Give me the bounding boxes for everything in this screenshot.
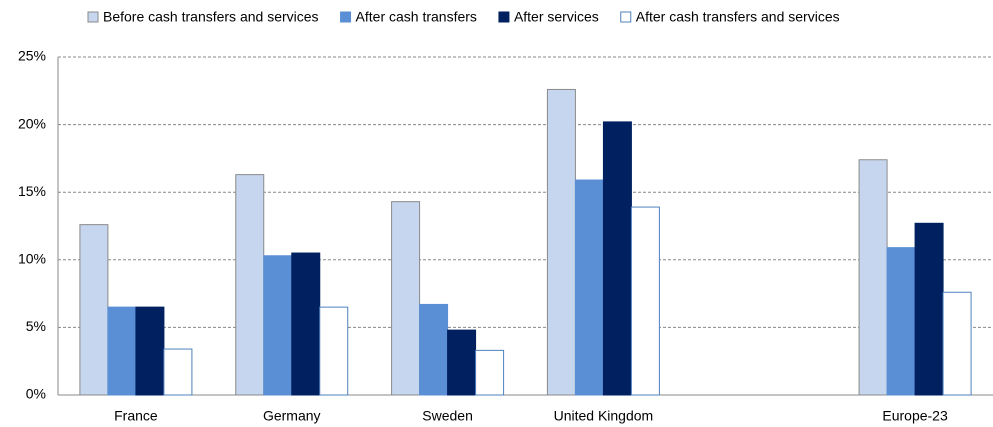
legend-swatch: [498, 11, 510, 23]
y-tick-label: 25%: [18, 48, 46, 64]
bar: [79, 224, 109, 396]
bar: [263, 255, 293, 396]
bar: [235, 174, 265, 396]
legend-swatch: [340, 11, 352, 23]
legend-label: After cash transfers: [356, 9, 477, 25]
bar: [942, 291, 972, 396]
x-tick-label: Europe-23: [882, 408, 948, 424]
y-tick-label: 10%: [18, 251, 46, 267]
bar: [475, 349, 505, 396]
bar: [602, 121, 632, 396]
legend-label: After services: [514, 9, 599, 25]
y-tick-label: 0%: [26, 386, 46, 402]
bar: [135, 306, 165, 396]
bar: [291, 252, 321, 396]
bar: [546, 88, 576, 396]
bar: [419, 303, 449, 396]
bar: [447, 329, 477, 396]
legend-label: After cash transfers and services: [636, 9, 840, 25]
x-tick-label: Germany: [263, 408, 321, 424]
y-tick-label: 5%: [26, 318, 46, 334]
bar: [107, 306, 137, 396]
bar: [886, 247, 916, 396]
bar: [163, 348, 193, 396]
y-tick-label: 20%: [18, 115, 46, 131]
bar: [391, 201, 421, 396]
x-tick-label: France: [114, 408, 158, 424]
bar: [914, 222, 944, 396]
legend-swatch: [620, 11, 632, 23]
legend-swatch: [87, 11, 99, 23]
x-tick-label: Sweden: [422, 408, 473, 424]
bar: [574, 179, 604, 396]
y-tick-label: 15%: [18, 183, 46, 199]
x-tick-label: United Kingdom: [554, 408, 654, 424]
bar: [319, 306, 349, 396]
bar: [858, 159, 888, 396]
legend-label: Before cash transfers and services: [103, 9, 319, 25]
bar: [630, 206, 660, 396]
